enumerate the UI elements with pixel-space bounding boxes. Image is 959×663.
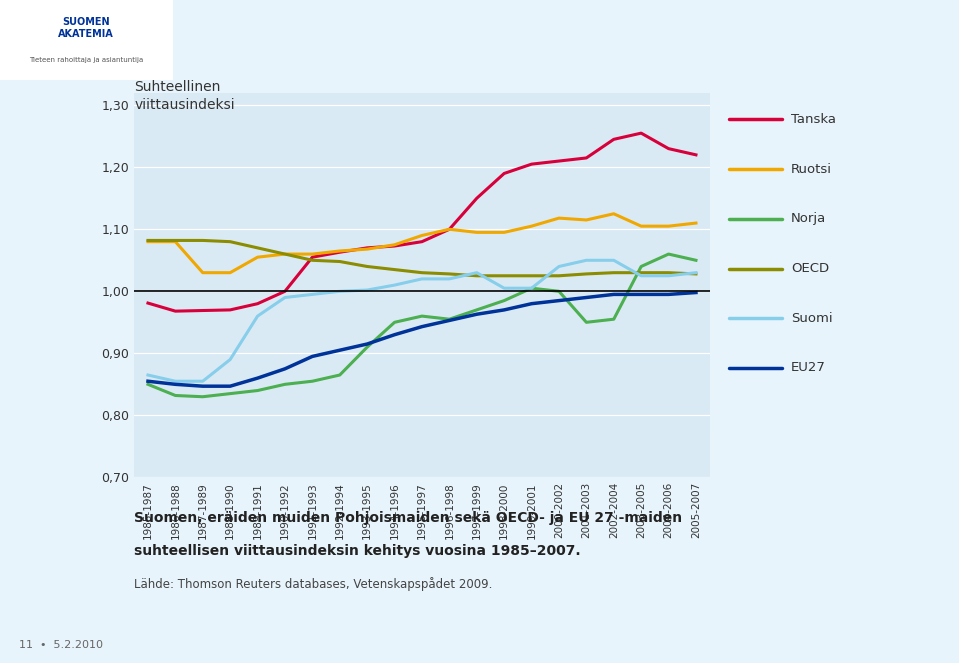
Text: SUOMEN
AKATEMIA: SUOMEN AKATEMIA: [58, 17, 114, 39]
Text: Suhteellinen
viittausindeksi: Suhteellinen viittausindeksi: [134, 80, 235, 112]
Text: Ruotsi: Ruotsi: [791, 162, 832, 176]
Text: Suomi: Suomi: [791, 312, 832, 325]
Text: Lähde: Thomson Reuters databases, Vetenskapsрådet 2009.: Lähde: Thomson Reuters databases, Vetens…: [134, 577, 493, 591]
Text: 11  •  5.2.2010: 11 • 5.2.2010: [19, 640, 104, 650]
Text: Norja: Norja: [791, 212, 827, 225]
Text: Tanska: Tanska: [791, 113, 836, 126]
Text: Suomen, eräiden muiden Pohjoismaiden sekä OECD- ja EU 27 -maiden: Suomen, eräiden muiden Pohjoismaiden sek…: [134, 511, 683, 524]
Text: Tieteen rahoittaja ja asiantuntija: Tieteen rahoittaja ja asiantuntija: [29, 56, 144, 63]
Text: EU27: EU27: [791, 361, 826, 375]
Text: suhteellisen viittausindeksin kehitys vuosina 1985–2007.: suhteellisen viittausindeksin kehitys vu…: [134, 544, 581, 558]
Text: OECD: OECD: [791, 262, 830, 275]
